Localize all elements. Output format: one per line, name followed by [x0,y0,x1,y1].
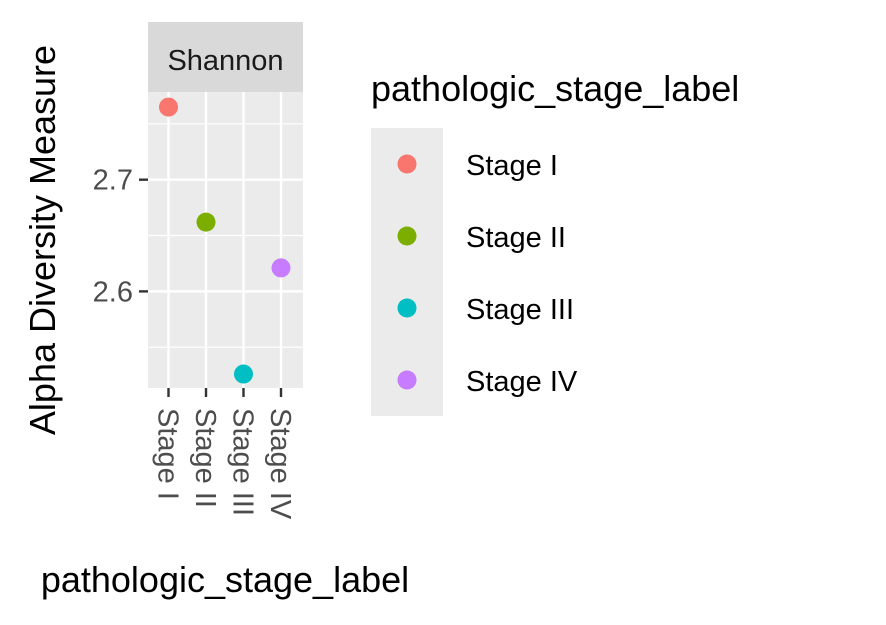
y-axis: 2.6 2.7 [93,165,148,308]
legend-key [397,298,417,318]
legend-key-background [371,128,443,416]
x-axis: Stage I Stage II Stage III Stage IV [152,388,296,520]
x-tick-label: Stage III [227,408,259,516]
data-point [196,212,216,232]
y-tick-label: 2.6 [93,276,133,308]
legend-label: Stage IV [466,366,578,398]
legend: Stage I Stage II Stage III Stage IV [397,150,578,398]
y-axis-title: Alpha Diversity Measure [22,45,63,435]
legend-key [397,226,417,246]
legend-label: Stage I [466,150,558,182]
x-axis-title: pathologic_stage_label [41,559,409,600]
facet-strip [148,22,303,92]
major-gridlines [148,92,303,388]
data-point [234,364,253,384]
legend-title: pathologic_stage_label [371,68,739,109]
y-tick-label: 2.7 [93,165,133,197]
plot-panel [148,92,303,388]
legend-label: Stage III [466,294,574,326]
facet-label: Shannon [167,45,283,77]
data-point [159,97,178,117]
minor-gridlines [148,123,303,348]
data-point [271,258,291,278]
data-points [159,97,291,384]
x-tick-label: Stage IV [264,408,296,520]
legend-label: Stage II [466,222,566,254]
legend-key [397,370,417,390]
x-tick-label: Stage II [189,408,221,508]
legend-key [397,154,417,174]
x-tick-label: Stage I [152,408,184,500]
